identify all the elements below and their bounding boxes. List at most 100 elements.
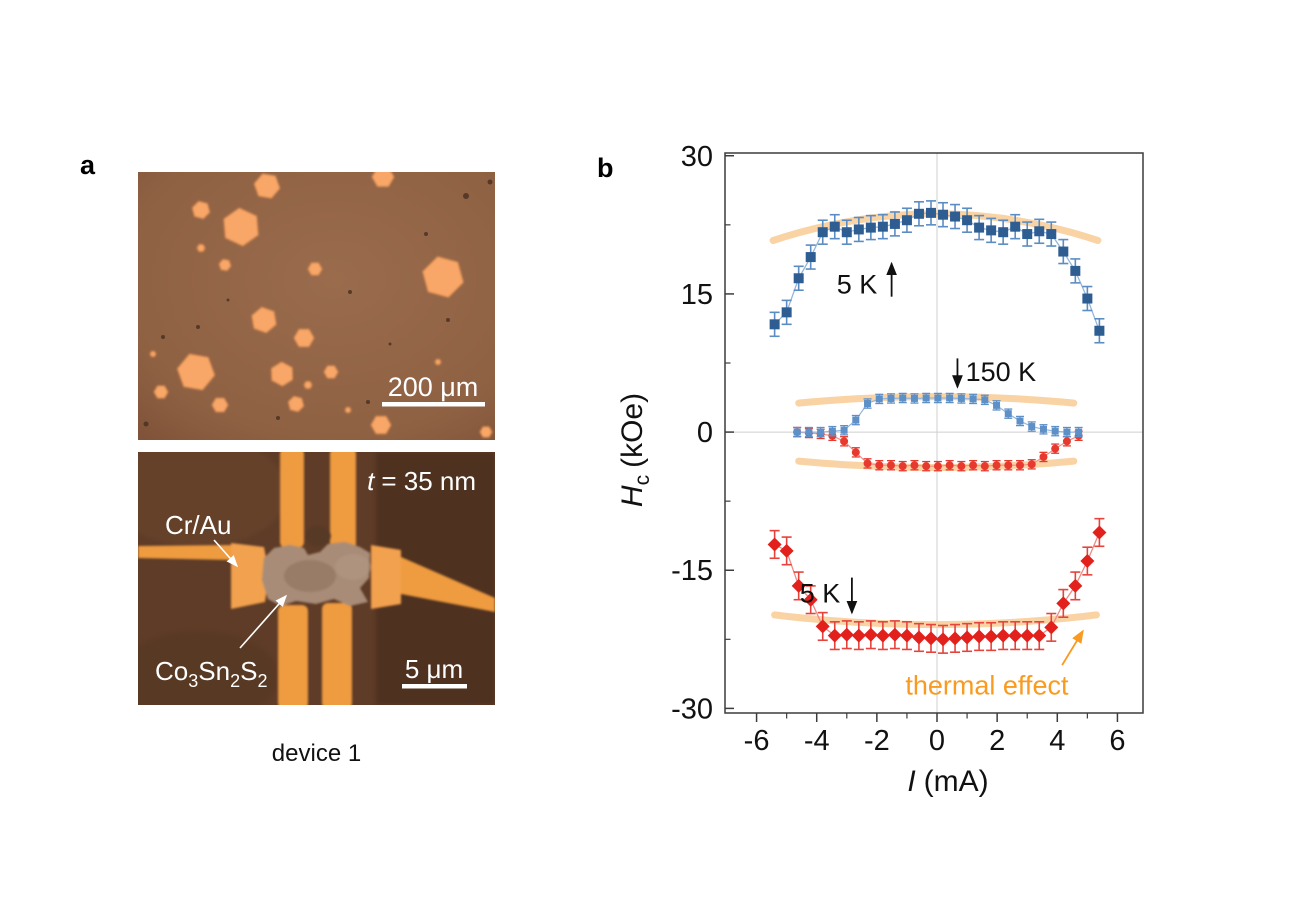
flake-hexagon bbox=[303, 381, 313, 389]
marker-square bbox=[889, 218, 900, 229]
marker-diamond bbox=[875, 628, 890, 643]
flake-hexagon bbox=[293, 328, 315, 348]
y-tick-label: 0 bbox=[697, 417, 713, 449]
marker-square-small bbox=[1004, 410, 1012, 418]
marker-diamond bbox=[767, 537, 782, 552]
marker-square-small bbox=[805, 428, 813, 436]
marker-circle-small bbox=[1027, 460, 1036, 469]
marker-square bbox=[1010, 221, 1021, 232]
electrode-top-right bbox=[330, 452, 356, 550]
material-label: Co3Sn2S2 bbox=[155, 656, 267, 691]
flake-hexagon bbox=[270, 361, 294, 387]
anno-5k-down-text: 5 K bbox=[800, 578, 841, 608]
x-tick-label: -2 bbox=[864, 725, 890, 757]
dark-spot bbox=[424, 232, 428, 236]
marker-circle-small bbox=[1051, 444, 1060, 453]
marker-diamond bbox=[899, 628, 914, 643]
electrode-bottom-left bbox=[278, 605, 308, 705]
marker-diamond bbox=[1020, 628, 1035, 643]
marker-diamond bbox=[960, 630, 975, 645]
flake-light-patch bbox=[335, 554, 371, 580]
dark-spots bbox=[143, 179, 493, 427]
marker-square-small bbox=[828, 427, 836, 435]
dark-spot bbox=[226, 298, 230, 302]
tick-labels: -6 -4 -2 0 2 4 6 30 15 0 -15 -30 bbox=[671, 141, 1125, 757]
thickness-label: t = 35 nm bbox=[367, 466, 476, 496]
scale-bar-label-200um: 200 μm bbox=[388, 372, 479, 402]
dark-spot bbox=[161, 335, 165, 339]
flake-hexagon bbox=[371, 172, 395, 187]
electrode-bottom-right bbox=[322, 603, 352, 705]
scale-bar-200um bbox=[382, 402, 485, 407]
hc-vs-current-chart: -6 -4 -2 0 2 4 6 30 15 0 -15 -30 5 K 150 K 5 K thermal… bbox=[616, 141, 1144, 798]
x-tick-label: -4 bbox=[804, 725, 830, 757]
dark-spot bbox=[276, 416, 280, 420]
electrode-pointer-arrow bbox=[213, 539, 239, 568]
marker-square-small bbox=[875, 395, 883, 403]
marker-square bbox=[938, 209, 949, 220]
marker-circle-small bbox=[1062, 437, 1071, 446]
x-tick-label: 6 bbox=[1109, 725, 1125, 757]
marker-square bbox=[913, 208, 924, 219]
flake-hexagon bbox=[253, 173, 281, 199]
marker-diamond bbox=[1044, 620, 1059, 635]
x-tick-label: 2 bbox=[989, 725, 1005, 757]
marker-square-small bbox=[981, 396, 989, 404]
marker-square bbox=[1070, 265, 1081, 276]
flake-hexagon bbox=[223, 207, 259, 247]
marker-square bbox=[925, 207, 936, 218]
y-tick-label: -15 bbox=[671, 555, 713, 587]
marker-square-small bbox=[1051, 427, 1059, 435]
marker-circle-small bbox=[863, 459, 872, 468]
electrode-top-left bbox=[280, 452, 304, 548]
marker-square bbox=[986, 225, 997, 236]
dark-spot bbox=[388, 342, 392, 346]
flake-hexagon bbox=[434, 358, 442, 366]
marker-square bbox=[998, 227, 1009, 238]
data-series bbox=[767, 200, 1107, 654]
scale-bar-label-5um: 5 μm bbox=[405, 654, 463, 684]
lead-left bbox=[138, 545, 231, 560]
marker-circle-small bbox=[886, 461, 895, 470]
thermal-effect-bands bbox=[769, 210, 1102, 629]
marker-diamond bbox=[948, 631, 963, 646]
dark-spot bbox=[487, 179, 493, 185]
anno-150k-text: 150 K bbox=[966, 357, 1037, 387]
marker-diamond bbox=[911, 630, 926, 645]
marker-square bbox=[1082, 293, 1093, 304]
marker-square-small bbox=[969, 395, 977, 403]
marker-diamond bbox=[996, 628, 1011, 643]
marker-circle-small bbox=[922, 462, 931, 471]
flake-hexagon bbox=[307, 262, 323, 276]
series-line bbox=[774, 212, 1101, 332]
dark-spot bbox=[446, 318, 450, 322]
marker-circle-small bbox=[1004, 461, 1013, 470]
x-tick-label: -6 bbox=[744, 725, 770, 757]
x-axis-label: I (mA) bbox=[907, 765, 988, 798]
y-tick-label: 15 bbox=[681, 279, 713, 311]
marker-diamond bbox=[984, 629, 999, 644]
anno-thermal-text: thermal effect bbox=[905, 670, 1069, 700]
marker-circle-small bbox=[1039, 452, 1048, 461]
chart-panel: -6 -4 -2 0 2 4 6 30 15 0 -15 -30 5 K 150 K 5 K thermal… bbox=[580, 120, 1220, 825]
marker-square-small bbox=[1016, 417, 1024, 425]
panel-a-label: a bbox=[80, 150, 96, 180]
plot-frame bbox=[724, 152, 1144, 714]
marker-square-small bbox=[899, 394, 907, 402]
marker-square-small bbox=[864, 400, 872, 408]
marker-square bbox=[950, 211, 961, 222]
marker-diamond bbox=[1080, 554, 1095, 569]
panel-b-label: b bbox=[597, 153, 614, 183]
flake-hexagon bbox=[479, 426, 493, 438]
marker-square bbox=[901, 215, 912, 226]
marker-circle-small bbox=[840, 437, 849, 446]
x-tick-label: 0 bbox=[929, 725, 945, 757]
axes-frame bbox=[724, 152, 1144, 714]
hexagonal-flakes bbox=[149, 172, 493, 438]
marker-square-small bbox=[1039, 425, 1047, 433]
marker-square-small bbox=[957, 394, 965, 402]
marker-diamond bbox=[887, 627, 902, 642]
flake-hexagon bbox=[251, 306, 277, 334]
marker-circle-small bbox=[992, 461, 1001, 470]
marker-square bbox=[781, 307, 792, 318]
